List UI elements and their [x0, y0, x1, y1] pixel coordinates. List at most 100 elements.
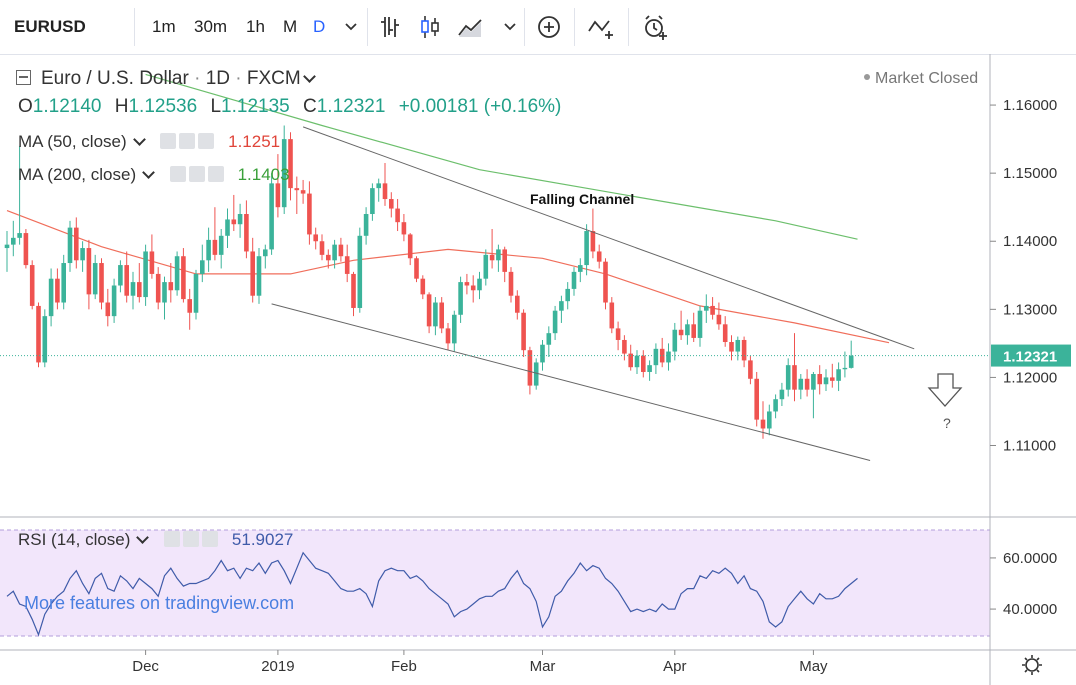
indicator-icon[interactable]: [587, 13, 615, 41]
candle-body: [162, 282, 167, 303]
toolbar-divider: [628, 8, 629, 46]
toolbar-divider: [367, 8, 368, 46]
candle-body: [275, 183, 281, 208]
settings-gear-icon[interactable]: [1022, 655, 1042, 675]
ma50-line: [6, 210, 890, 344]
candle-body: [741, 339, 747, 361]
candle-body: [319, 241, 325, 255]
candle-body: [414, 258, 419, 279]
candle-style-icon[interactable]: [416, 13, 444, 41]
x-tick-label: Dec: [132, 658, 159, 675]
bar-style-icon[interactable]: [376, 13, 404, 41]
interval-month-button[interactable]: M: [283, 17, 298, 36]
add-compare-icon[interactable]: [535, 13, 563, 41]
candle-body: [767, 411, 772, 429]
candle-body: [830, 377, 835, 381]
ma200-legend[interactable]: MA (200, close) 1.1403: [18, 165, 290, 185]
eye-icon[interactable]: [160, 133, 177, 149]
symbol-search-button[interactable]: EURUSD: [14, 17, 86, 36]
candle-body: [168, 282, 174, 291]
candle-body: [735, 339, 741, 352]
top-toolbar: EURUSD 1m 30m 1h M D: [0, 0, 1076, 55]
candle-body: [370, 188, 375, 215]
y-tick-label: 1.14000: [1003, 233, 1057, 250]
gear-icon[interactable]: [183, 531, 200, 547]
chevron-down-icon[interactable]: [132, 133, 146, 146]
close-icon[interactable]: [207, 166, 224, 182]
chevron-down-icon[interactable]: [142, 166, 155, 179]
candle-body: [382, 183, 388, 200]
candle-body: [603, 261, 608, 303]
candle-body: [546, 333, 552, 345]
interval-30m-button[interactable]: 30m: [194, 17, 228, 36]
ma200-label: MA (200, close): [18, 165, 137, 184]
candle-body: [653, 348, 659, 366]
candle-body: [326, 254, 331, 261]
candle-body: [80, 248, 85, 261]
candle-body: [307, 193, 312, 235]
area-style-icon[interactable]: [456, 13, 484, 41]
candle-body: [137, 282, 142, 298]
candle-body: [565, 288, 570, 302]
timeframe-label: 1D: [205, 68, 231, 89]
ma50-value: 1.1251: [228, 132, 281, 151]
candle-body: [521, 312, 526, 351]
chevron-down-icon[interactable]: [136, 531, 150, 544]
eye-icon[interactable]: [169, 166, 186, 182]
candle-body: [426, 294, 432, 327]
candle-body: [527, 350, 533, 386]
chevron-down-icon[interactable]: [337, 13, 365, 41]
candle-body: [86, 248, 92, 295]
collapse-legend-icon[interactable]: [16, 70, 31, 85]
candle-body: [48, 278, 54, 317]
candle-body: [445, 328, 451, 344]
candle-body: [578, 265, 583, 272]
candle-body: [11, 237, 16, 245]
y-tick-label: 1.12000: [1003, 369, 1057, 386]
x-tick-label: Mar: [530, 658, 556, 675]
gear-icon[interactable]: [188, 166, 205, 182]
candle-body: [628, 353, 633, 368]
candle-body: [212, 239, 218, 255]
candle-body: [559, 301, 564, 311]
rsi-legend[interactable]: RSI (14, close) 51.9027: [18, 530, 293, 550]
candle-body: [634, 355, 640, 368]
y-tick-label: 1.16000: [1003, 97, 1057, 114]
candle-body: [659, 348, 665, 363]
chevron-down-icon[interactable]: [302, 70, 316, 83]
y-tick-label: 1.13000: [1003, 301, 1057, 318]
gear-icon[interactable]: [179, 133, 196, 149]
ohlc-open-value: 1.12140: [32, 96, 102, 117]
ohlc-open-label: O: [18, 96, 33, 117]
ohlc-low-label: L: [210, 96, 222, 117]
close-icon[interactable]: [198, 133, 215, 149]
interval-1m-button[interactable]: 1m: [152, 17, 176, 36]
candle-body: [313, 234, 318, 242]
candle-body: [149, 251, 155, 274]
candle-body: [92, 263, 98, 295]
interval-1h-button[interactable]: 1h: [246, 17, 265, 36]
candle-body: [36, 305, 41, 363]
rsi-line: [6, 551, 858, 637]
eye-icon[interactable]: [164, 531, 181, 547]
candle-body: [200, 260, 205, 274]
channel-lower-line: [271, 303, 871, 461]
interval-day-button[interactable]: D: [313, 17, 326, 36]
candle-body: [67, 227, 73, 264]
candle-body: [363, 214, 369, 236]
alert-icon[interactable]: [641, 13, 669, 41]
close-icon[interactable]: [202, 531, 219, 547]
candle-body: [571, 271, 577, 289]
candle-body: [779, 389, 785, 400]
candle-body: [218, 235, 224, 255]
chevron-down-icon[interactable]: [496, 13, 524, 41]
ma50-legend[interactable]: MA (50, close) 1.1251: [18, 132, 280, 152]
candle-body: [666, 351, 671, 363]
candle-body: [823, 377, 829, 385]
toolbar-divider: [134, 8, 135, 46]
instrument-legend[interactable]: Euro / U.S. Dollar · 1D · FXCM: [16, 68, 320, 90]
watermark-link[interactable]: More features on tradingview.com: [24, 593, 295, 613]
candle-body: [596, 251, 602, 262]
candle-body: [288, 139, 293, 189]
